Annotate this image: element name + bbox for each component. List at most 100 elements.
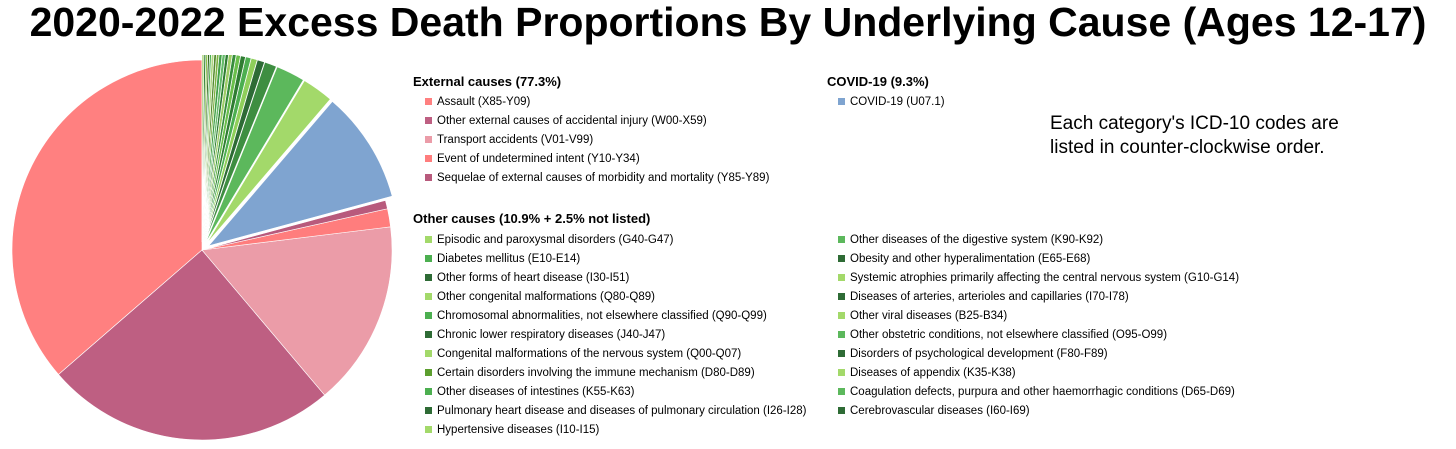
legend-label: Diabetes mellitus (E10-E14) bbox=[437, 253, 581, 265]
legend-swatch bbox=[425, 117, 432, 124]
legend-swatch bbox=[838, 388, 845, 395]
pie-slice bbox=[203, 55, 237, 243]
legend-item: Chronic lower respiratory diseases (J40-… bbox=[425, 326, 665, 345]
legend-label: Diseases of arteries, arterioles and cap… bbox=[850, 291, 1129, 303]
legend-swatch bbox=[425, 236, 432, 243]
legend-item: Cerebrovascular diseases (I60-I69) bbox=[838, 402, 1030, 421]
legend-item: Episodic and paroxysmal disorders (G40-G… bbox=[425, 231, 674, 250]
legend-item: Other forms of heart disease (I30-I51) bbox=[425, 269, 629, 288]
legend-swatch bbox=[425, 407, 432, 414]
legend-covid-title: COVID-19 (9.3%) bbox=[827, 74, 929, 89]
ordering-note: Each category's ICD-10 codes are listed … bbox=[1050, 113, 1339, 158]
legend-label: Chromosomal abnormalities, not elsewhere… bbox=[437, 310, 767, 322]
legend-item: Hypertensive diseases (I10-I15) bbox=[425, 421, 599, 440]
legend-swatch bbox=[838, 312, 845, 319]
pie-slice bbox=[201, 200, 388, 251]
pie-chart bbox=[11, 55, 393, 441]
pie-slice bbox=[11, 59, 203, 375]
legend-label: Systemic atrophies primarily affecting t… bbox=[850, 272, 1240, 284]
legend-item: Disorders of psychological development (… bbox=[838, 345, 1108, 364]
legend-item: Certain disorders involving the immune m… bbox=[425, 364, 755, 383]
legend-label: Assault (X85-Y09) bbox=[437, 96, 531, 108]
legend-item: COVID-19 (U07.1) bbox=[838, 93, 945, 112]
legend-swatch bbox=[838, 236, 845, 243]
pie-slice bbox=[202, 55, 223, 243]
legend-swatch bbox=[838, 331, 845, 338]
legend-swatch bbox=[838, 293, 845, 300]
legend-other-title: Other causes (10.9% + 2.5% not listed) bbox=[413, 211, 651, 226]
legend-swatch bbox=[425, 174, 432, 181]
pie-slice bbox=[201, 55, 205, 243]
legend-swatch bbox=[838, 255, 845, 262]
legend-swatch bbox=[425, 331, 432, 338]
pie-slice bbox=[202, 55, 220, 243]
legend-label: Other diseases of the digestive system (… bbox=[850, 234, 1104, 246]
legend-item: Other congenital malformations (Q80-Q89) bbox=[425, 288, 655, 307]
legend-swatch bbox=[425, 136, 432, 143]
legend-label: Coagulation defects, purpura and other h… bbox=[850, 386, 1235, 398]
legend-swatch bbox=[838, 274, 845, 281]
legend-swatch bbox=[425, 98, 432, 105]
legend-item: Chromosomal abnormalities, not elsewhere… bbox=[425, 307, 767, 326]
legend-swatch bbox=[425, 312, 432, 319]
legend-swatch bbox=[425, 293, 432, 300]
pie-slice bbox=[201, 55, 210, 243]
pie-slice bbox=[58, 249, 326, 441]
legend-item: Obesity and other hyperalimentation (E65… bbox=[838, 250, 1090, 269]
legend-label: Other congenital malformations (Q80-Q89) bbox=[437, 291, 655, 303]
pie-slice bbox=[202, 55, 215, 243]
legend-item: Transport accidents (V01-V99) bbox=[425, 131, 593, 150]
legend-label: Disorders of psychological development (… bbox=[850, 348, 1108, 360]
legend-item: Sequelae of external causes of morbidity… bbox=[425, 169, 769, 188]
pie-slice bbox=[202, 55, 229, 243]
legend-swatch bbox=[838, 98, 845, 105]
legend-item: Diabetes mellitus (E10-E14) bbox=[425, 250, 580, 269]
legend-label: Episodic and paroxysmal disorders (G40-G… bbox=[437, 234, 674, 246]
legend-item: Diseases of appendix (K35-K38) bbox=[838, 364, 1016, 383]
legend-label: Hypertensive diseases (I10-I15) bbox=[437, 424, 600, 436]
pie-slice bbox=[205, 66, 304, 243]
legend-label: COVID-19 (U07.1) bbox=[850, 96, 945, 108]
legend-swatch bbox=[838, 407, 845, 414]
legend-label: Pulmonary heart disease and diseases of … bbox=[437, 405, 807, 417]
pie-slice bbox=[202, 55, 217, 243]
pie-slice bbox=[207, 100, 393, 247]
legend-swatch bbox=[425, 155, 432, 162]
legend-swatch bbox=[425, 255, 432, 262]
pie-slice bbox=[206, 80, 331, 244]
chart-title: 2020-2022 Excess Death Proportions By Un… bbox=[29, 0, 1427, 45]
legend-item: Other obstetric conditions, not elsewher… bbox=[838, 326, 1167, 345]
legend-label: Chronic lower respiratory diseases (J40-… bbox=[437, 329, 666, 341]
legend-label: Other viral diseases (B25-B34) bbox=[850, 310, 1008, 322]
pie-slice bbox=[201, 55, 207, 243]
legend-label: Sequelae of external causes of morbidity… bbox=[437, 172, 770, 184]
legend-item: Other viral diseases (B25-B34) bbox=[838, 307, 1007, 326]
legend-item: Other external causes of accidental inju… bbox=[425, 112, 707, 131]
pie-slice bbox=[204, 61, 277, 243]
legend-label: Certain disorders involving the immune m… bbox=[437, 367, 755, 379]
legend-swatch bbox=[425, 350, 432, 357]
legend-swatch bbox=[425, 388, 432, 395]
legend-label: Diseases of appendix (K35-K38) bbox=[850, 367, 1016, 379]
pie-slice bbox=[201, 226, 393, 396]
legend-item: Diseases of arteries, arterioles and cap… bbox=[838, 288, 1129, 307]
legend-label: Other diseases of intestines (K55-K63) bbox=[437, 386, 635, 398]
legend-label: Transport accidents (V01-V99) bbox=[437, 134, 594, 146]
legend-item: Assault (X85-Y09) bbox=[425, 93, 530, 112]
legend-item: Systemic atrophies primarily affecting t… bbox=[838, 269, 1239, 288]
pie-slice bbox=[203, 55, 241, 243]
legend-label: Cerebrovascular diseases (I60-I69) bbox=[850, 405, 1030, 417]
legend-label: Other obstetric conditions, not elsewher… bbox=[850, 329, 1168, 341]
legend-item: Coagulation defects, purpura and other h… bbox=[838, 383, 1235, 402]
legend-swatch bbox=[838, 350, 845, 357]
legend-label: Other forms of heart disease (I30-I51) bbox=[437, 272, 630, 284]
legend-item: Other diseases of the digestive system (… bbox=[838, 231, 1103, 250]
legend-swatch bbox=[425, 369, 432, 376]
legend-swatch bbox=[425, 274, 432, 281]
legend-label: Obesity and other hyperalimentation (E65… bbox=[850, 253, 1091, 265]
legend-item: Event of undetermined intent (Y10-Y34) bbox=[425, 150, 640, 169]
legend-label: Event of undetermined intent (Y10-Y34) bbox=[437, 153, 640, 165]
legend-label: Other external causes of accidental inju… bbox=[437, 115, 707, 127]
legend-item: Other diseases of intestines (K55-K63) bbox=[425, 383, 635, 402]
legend-external-title: External causes (77.3%) bbox=[413, 74, 562, 89]
